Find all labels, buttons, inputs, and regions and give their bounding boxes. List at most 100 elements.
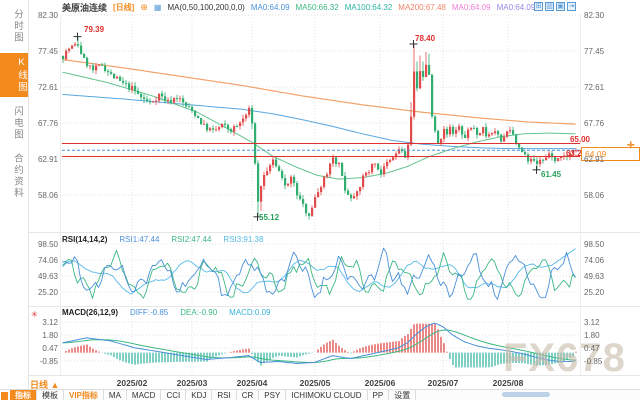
- candle-body: [539, 159, 542, 165]
- candle-body: [200, 118, 203, 125]
- toolbar-item-macd[interactable]: MACD: [127, 390, 162, 400]
- ma-values: MA0:64.09 MA50:66.32 MA100:64.32 MA200:67.4…: [251, 3, 535, 12]
- toolbar-item-vip指标[interactable]: VIP指标: [64, 390, 104, 400]
- rsi-title[interactable]: RSI(14,14,2): [62, 235, 108, 244]
- macd-tick-right: -0.85: [584, 357, 603, 366]
- candle-body: [89, 65, 92, 67]
- toolbar-item-cci[interactable]: CCI: [161, 390, 187, 400]
- candle-body: [203, 123, 206, 125]
- candle-body: [359, 187, 362, 192]
- candle-body: [434, 116, 437, 131]
- candle-chart-icon[interactable]: ▦: [153, 3, 162, 12]
- candle-body: [308, 213, 311, 216]
- candle-body: [287, 183, 290, 186]
- candle-body: [83, 53, 86, 58]
- candle-body: [410, 116, 413, 145]
- date-tick: 2025/03: [176, 378, 208, 388]
- ma-value: MA100:64.32: [344, 3, 393, 12]
- candle-body: [77, 44, 80, 46]
- candle-body: [353, 196, 356, 199]
- candle-body: [239, 122, 242, 127]
- candle-body: [371, 163, 374, 173]
- layout-grid-icon[interactable]: ⊞: [534, 2, 543, 11]
- candle-body: [467, 129, 470, 139]
- candle-body: [338, 163, 341, 165]
- price-tick-left: 82.30: [37, 11, 58, 20]
- price-tick-right: 58.06: [584, 191, 605, 200]
- candle-body: [413, 71, 416, 117]
- candle-body: [68, 48, 71, 51]
- price-tick-right: 62.91: [584, 155, 605, 164]
- candle-body: [266, 171, 269, 175]
- macd-settings-icon[interactable]: ✳: [31, 310, 38, 319]
- candle-body: [557, 158, 560, 162]
- candle-body: [488, 134, 491, 137]
- rsi-value: RSI3:91.38: [223, 235, 264, 244]
- candle-body: [149, 101, 152, 103]
- date-tick: 2025/04: [236, 378, 268, 388]
- toolbar-lead-icon: [1, 392, 8, 400]
- candle-body: [554, 157, 557, 162]
- toolbar-item-ma[interactable]: MA: [104, 390, 127, 400]
- expand-right-icon[interactable]: ⇥: [567, 2, 576, 11]
- rsi-tick-right: 25.20: [584, 288, 605, 297]
- candle-body: [443, 128, 446, 139]
- candle-body: [350, 194, 353, 199]
- sidebar-item-tab[interactable]: 闪电图: [12, 105, 23, 141]
- candle-body: [152, 101, 155, 103]
- price-tick-left: 72.61: [37, 83, 58, 92]
- candle-body: [119, 76, 122, 81]
- instrument-title: 美原油连续: [62, 3, 108, 13]
- candle-body: [245, 114, 248, 119]
- rsi-tick-left: 98.50: [37, 240, 58, 249]
- period-selector[interactable]: 日线 ▲: [30, 380, 60, 390]
- toolbar-item-pp[interactable]: PP: [368, 390, 390, 400]
- candle-body: [500, 134, 503, 142]
- candle-body: [386, 161, 389, 167]
- candle-body: [314, 197, 317, 208]
- candle-body: [536, 160, 539, 165]
- candle-body: [398, 149, 401, 154]
- candle-body: [446, 128, 449, 135]
- toolbar-item-模板[interactable]: 模板: [37, 390, 64, 400]
- candle-body: [341, 163, 344, 176]
- toolbar-item-指标[interactable]: 指标: [10, 390, 37, 400]
- candle-body: [155, 100, 158, 102]
- sidebar-item-kline-active[interactable]: K线图: [0, 52, 28, 97]
- candle-body: [326, 174, 329, 177]
- sidebar-item-tab[interactable]: 合约资料: [12, 153, 23, 199]
- candle-body: [395, 153, 398, 158]
- chart-panel-icon[interactable]: ▣: [556, 2, 565, 11]
- horizontal-scrollbar-thumb[interactable]: [502, 392, 550, 397]
- candle-body: [161, 93, 164, 97]
- rsi-header: RSI(14,14,2) RSI1:47.44 RSI2:47.44 RSI3:91…: [62, 235, 263, 244]
- toolbar-item-kdj[interactable]: KDJ: [186, 390, 213, 400]
- macd-title[interactable]: MACD(26,12,9): [62, 308, 119, 317]
- candle-body: [347, 190, 350, 195]
- candle-body: [128, 83, 131, 90]
- toolbar-item-psy[interactable]: PSY: [259, 390, 287, 400]
- annotation-jun-high: 78.40: [415, 34, 436, 43]
- add-indicator-icon[interactable]: ⊕: [140, 2, 148, 12]
- candle-body: [176, 97, 179, 99]
- toolbar-item-ichimoku-cloud[interactable]: ICHIMOKU CLOUD: [286, 390, 368, 400]
- toolbar-item-设置[interactable]: 设置: [389, 390, 417, 400]
- toolbar-item-cr[interactable]: CR: [237, 390, 260, 400]
- candle-body: [125, 82, 128, 84]
- candle-body: [506, 131, 509, 137]
- date-tick: 2025/07: [427, 378, 459, 388]
- candle-body: [368, 172, 371, 174]
- candle-body: [302, 199, 305, 204]
- candle-body: [188, 106, 191, 108]
- candle-body: [110, 72, 113, 74]
- ma-settings-label[interactable]: MA(0,50,100,200,0,0): [167, 3, 245, 12]
- candle-body: [530, 158, 533, 162]
- toolbar-item-rsi[interactable]: RSI: [212, 390, 237, 400]
- layout-columns-icon[interactable]: ▥: [545, 2, 554, 11]
- candle-body: [323, 176, 326, 188]
- sidebar-item-tab[interactable]: 分时图: [12, 9, 23, 44]
- candle-body: [449, 126, 452, 135]
- candle-body: [431, 74, 434, 117]
